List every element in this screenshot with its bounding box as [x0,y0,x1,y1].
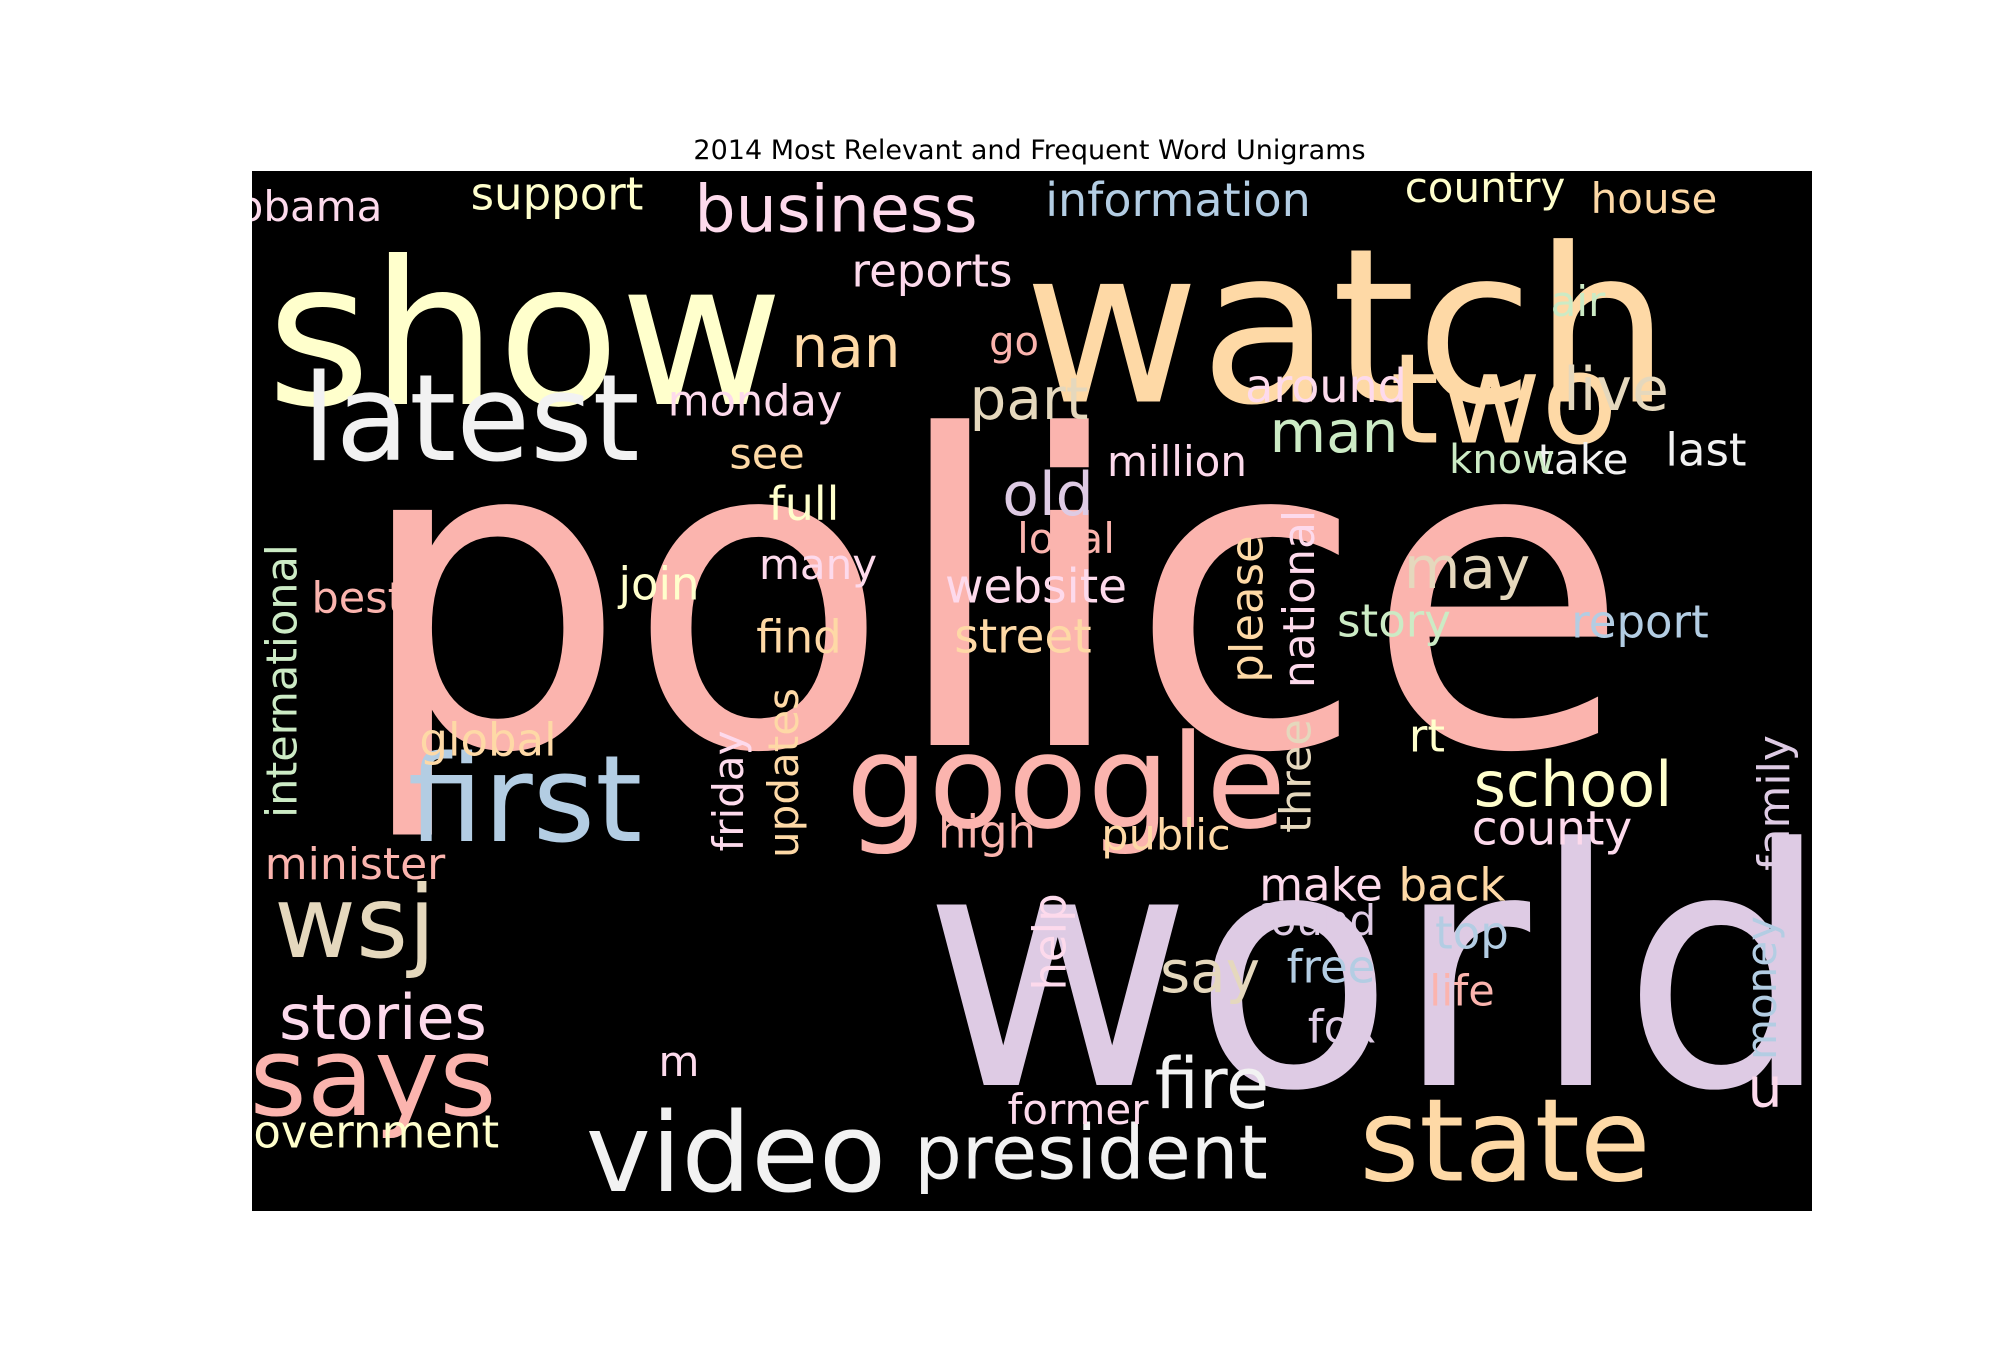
word-state: state [1359,1074,1651,1209]
word-video: video [585,1089,887,1211]
word-join: join [618,557,700,611]
word-top: top [1435,906,1509,960]
word-help: help [1023,893,1077,991]
word-latest: latest [302,350,640,489]
word-million: million [1107,437,1247,486]
word-wsj: wsj [274,864,436,981]
word-u: u [1747,1055,1783,1120]
word-nan: nan [791,313,901,381]
word-street: street [954,609,1092,665]
word-watch: watch [1023,201,1671,453]
word-reports: reports [851,244,1013,298]
word-police: police [354,347,1630,847]
word-google: google [845,706,1287,858]
word-world: world [922,779,1812,1163]
word-says: says [252,1013,497,1141]
word-high: high [937,805,1037,859]
word-former: former [1007,1085,1149,1134]
word-story: story [1337,594,1451,648]
word-school: school [1473,748,1673,821]
word-minister: minister [264,839,446,890]
word-find: find [756,610,842,664]
word-friday: friday [704,730,753,852]
word-fire: fire [1154,1043,1270,1125]
word-last: last [1665,423,1747,477]
word-many: many [758,540,878,589]
word-global: global [419,713,557,767]
word-know: know [1449,437,1555,483]
word-found: found [1255,896,1377,945]
word-information: information [1045,173,1311,227]
word-please: please [1220,535,1274,683]
word-public: public [1101,810,1231,861]
word-county: county [1471,801,1633,857]
word-go: go [989,319,1039,365]
word-life: life [1429,966,1495,1017]
word-money: money [1737,916,1786,1060]
word-fox: fox [1307,1000,1377,1054]
word-take: take [1537,435,1629,484]
word-man: man [1269,398,1399,466]
word-m: m [658,1037,700,1086]
word-stories: stories [279,981,487,1054]
word-see: see [729,429,805,480]
word-first: first [407,731,643,870]
word-part: part [969,365,1089,433]
word-website: website [944,559,1128,615]
word-business: business [694,172,978,248]
word-three: three [1271,719,1322,833]
word-air: air [1550,277,1606,326]
word-monday: monday [667,376,843,427]
word-two: two [1390,327,1618,473]
word-live: live [1563,355,1669,425]
word-president: president [914,1108,1268,1197]
word-back: back [1398,858,1506,912]
word-updates: updates [759,688,808,858]
word-say: say [1159,938,1261,1006]
word-rt: rt [1408,709,1446,763]
word-make: make [1259,858,1383,912]
chart-title: 2014 Most Relevant and Frequent Word Uni… [693,135,1366,166]
word-house: house [1590,174,1718,223]
word-local: local [1017,514,1115,563]
word-family: family [1749,735,1800,871]
word-free: free [1286,940,1376,994]
word-international: international [257,544,308,818]
word-may: may [1403,534,1531,602]
word-cloud: police world watch show latest two google first… [252,171,1812,1211]
word-report: report [1571,595,1709,649]
word-national: national [1274,509,1325,689]
word-old: old [1002,460,1094,530]
word-show: show [266,219,784,452]
word-best: best [311,573,405,624]
word-obama: obama [252,182,383,231]
word-around: around [1245,359,1407,413]
word-government: government [252,1105,500,1159]
word-full: full [768,477,840,531]
word-support: support [470,171,644,221]
word-country: country [1404,171,1566,212]
